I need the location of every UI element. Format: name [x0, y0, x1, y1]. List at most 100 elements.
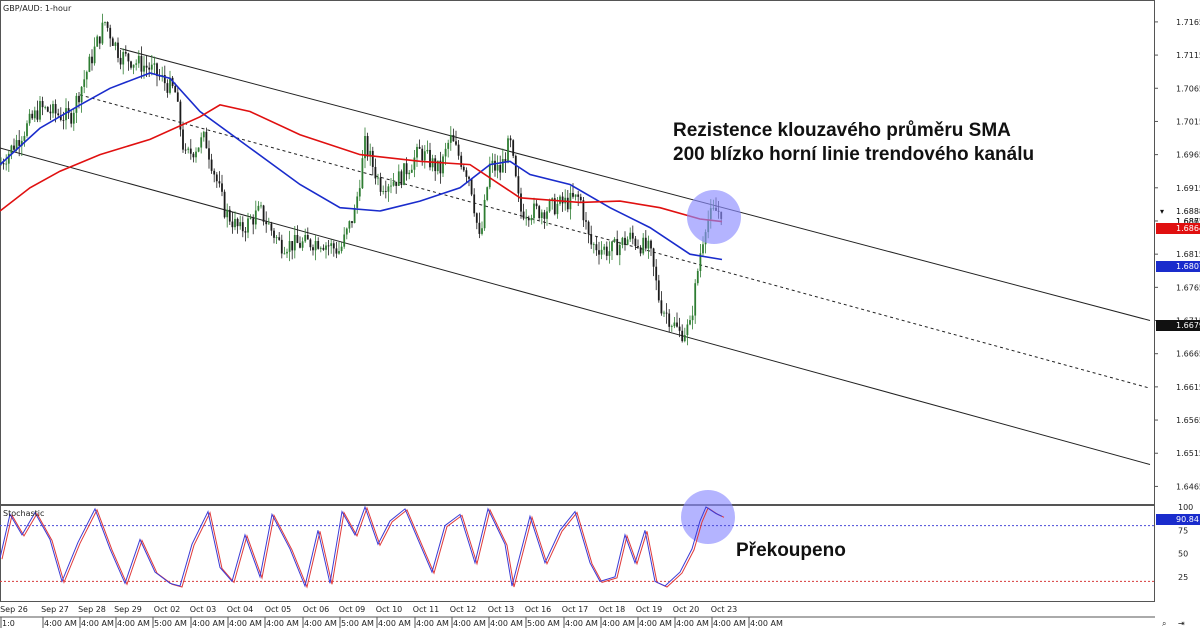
- candle-body: [39, 101, 41, 120]
- date-label: Oct 23: [711, 605, 738, 614]
- candle-body: [299, 242, 301, 248]
- candle-body: [405, 163, 408, 175]
- time-label: 4:00 AM: [565, 619, 598, 628]
- candle-body: [465, 170, 468, 177]
- candle-body: [590, 234, 593, 245]
- candle-body: [496, 164, 499, 171]
- stochastic-pane-border: [0, 505, 1155, 602]
- candle-body: [501, 159, 504, 173]
- candle-body: [587, 221, 590, 235]
- y-tick-label: 1.6615: [1176, 383, 1200, 392]
- time-label: 4:00 AM: [713, 619, 746, 628]
- candle-body: [309, 239, 312, 248]
- stochastic-title: Stochastic: [3, 509, 44, 518]
- date-label: Oct 04: [227, 605, 254, 614]
- candle-body: [54, 104, 57, 114]
- candle-body: [267, 223, 270, 225]
- candle-body: [637, 246, 639, 248]
- stoch-y-tick-label: 100: [1178, 503, 1193, 512]
- resistance-annotation-line2: 200 blízko horní linie trendového kanálu: [673, 144, 1034, 165]
- candle-body: [249, 218, 252, 220]
- time-label: 4:00 AM: [266, 619, 299, 628]
- candle-body: [392, 181, 395, 186]
- jump-to-end-icon[interactable]: ⇥: [1178, 619, 1185, 628]
- candle-body: [390, 185, 392, 187]
- time-label: 5:00 AM: [341, 619, 374, 628]
- candle-body: [639, 247, 642, 254]
- candle-body: [93, 46, 96, 64]
- svg-text:1.6873: 1.6873: [1176, 217, 1200, 226]
- candle-body: [384, 191, 387, 192]
- candle-body: [460, 155, 463, 167]
- candle-body: [655, 266, 658, 281]
- candle-body: [140, 55, 143, 72]
- date-label: Oct 09: [339, 605, 366, 614]
- candle-body: [416, 146, 418, 158]
- candle-body: [592, 244, 595, 246]
- candle-body: [657, 280, 660, 301]
- candle-body: [80, 86, 83, 103]
- overbought-highlight-circle: [681, 490, 735, 544]
- candle-body: [312, 247, 314, 251]
- candle-body: [169, 77, 171, 93]
- time-label: 4:00 AM: [229, 619, 262, 628]
- time-label: 1:0: [2, 619, 15, 628]
- candle-body: [273, 230, 275, 238]
- highlights: [681, 190, 741, 544]
- candle-body: [486, 187, 489, 200]
- candle-body: [660, 300, 663, 314]
- candle-body: [647, 240, 650, 249]
- candle-body: [483, 199, 486, 229]
- candle-body: [293, 235, 296, 251]
- candle-body: [538, 206, 541, 219]
- stoch-y-tick-label: 50: [1178, 550, 1188, 559]
- candle-body: [156, 63, 158, 76]
- candle-body: [616, 238, 619, 256]
- candle-body: [535, 203, 538, 207]
- candle-body: [574, 194, 577, 197]
- candle-body: [67, 108, 70, 114]
- candle-body: [127, 53, 130, 62]
- candle-body: [10, 145, 13, 154]
- candle-body: [582, 200, 585, 221]
- candle-body: [288, 241, 291, 252]
- time-label: 4:00 AM: [750, 619, 783, 628]
- candle-body: [699, 253, 702, 271]
- candle-body: [351, 221, 353, 224]
- candle-body: [629, 232, 632, 240]
- date-label: Oct 13: [488, 605, 515, 614]
- candle-body: [491, 160, 494, 164]
- candle-body: [228, 209, 231, 222]
- candle-body: [104, 22, 106, 23]
- axes: 1.7165 1.7115 1.7065 1.7015 1.6965 1.6915 1.68…: [0, 18, 1200, 628]
- candle-body: [20, 140, 23, 146]
- candle-body: [642, 237, 645, 254]
- candle-body: [304, 235, 307, 242]
- date-label: Sep 29: [114, 605, 142, 614]
- time-label: 4:00 AM: [639, 619, 672, 628]
- date-label: Oct 06: [303, 605, 330, 614]
- date-label: Oct 20: [673, 605, 700, 614]
- date-label: Oct 19: [636, 605, 663, 614]
- y-tick-label: 1.6965: [1176, 151, 1200, 160]
- search-icon[interactable]: ⌕: [1162, 619, 1166, 628]
- date-label: Oct 02: [154, 605, 181, 614]
- candle-body: [23, 135, 26, 141]
- candle-body: [546, 211, 548, 219]
- moving-averages: [0, 72, 723, 261]
- candle-body: [499, 164, 502, 173]
- svg-text:90.84: 90.84: [1176, 515, 1199, 524]
- candle-body: [548, 200, 551, 212]
- candle-body: [436, 160, 439, 172]
- candle-body: [603, 246, 606, 250]
- candle-body: [106, 22, 109, 28]
- date-label: Oct 18: [599, 605, 626, 614]
- y-tick-label: 1.6665: [1176, 350, 1200, 359]
- candle-body: [540, 212, 543, 219]
- y-tick-label: 1.6915: [1176, 184, 1200, 193]
- price-tag-last: ▾ 1.6888: [1156, 206, 1200, 217]
- y-tick-label: 1.7115: [1176, 51, 1200, 60]
- candle-body: [338, 251, 340, 254]
- candle-body: [691, 315, 694, 321]
- candle-body: [182, 129, 184, 150]
